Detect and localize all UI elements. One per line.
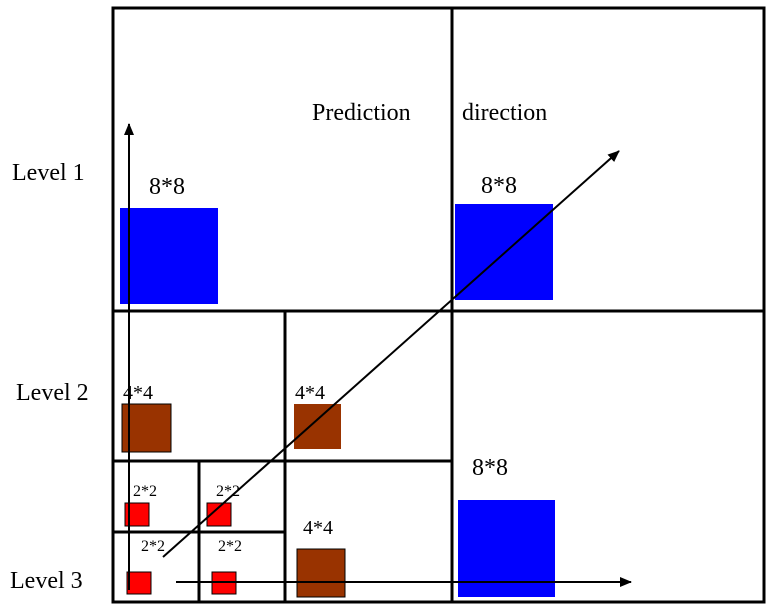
block-8x8-level1-left [120, 208, 218, 304]
block-2x2-a [124, 502, 150, 527]
block-8x8-level3 [458, 500, 555, 597]
block-2x2-c-label: 2*2 [141, 538, 165, 555]
block-8x8-level1-right-label: 8*8 [481, 173, 517, 199]
block-4x4-c-label: 4*4 [303, 517, 333, 539]
block-2x2-d-label: 2*2 [218, 538, 242, 555]
block-2x2-b-label: 2*2 [216, 483, 240, 500]
grid-lines [111, 6, 766, 604]
block-4x4-b [294, 404, 341, 449]
level-1-label: Level 1 [12, 160, 85, 186]
block-4x4-a [121, 403, 172, 453]
block-2x2-b [206, 502, 232, 527]
outer-frame [111, 6, 766, 604]
block-8x8-level3-label: 8*8 [472, 455, 508, 481]
block-2x2-a-label: 2*2 [133, 483, 157, 500]
level-2-label: Level 2 [16, 380, 89, 406]
arrow-diagonal [162, 150, 620, 558]
direction-label: direction [462, 100, 548, 126]
block-4x4-b-label: 4*4 [295, 382, 325, 404]
prediction-label: Prediction [312, 100, 411, 126]
level-3-label: Level 3 [10, 568, 83, 594]
block-2x2-c [126, 571, 152, 595]
block-4x4-c [296, 548, 346, 598]
block-8x8-level1-left-label: 8*8 [149, 174, 185, 200]
block-4x4-a-label: 4*4 [123, 382, 153, 404]
block-8x8-level1-right [455, 204, 553, 300]
